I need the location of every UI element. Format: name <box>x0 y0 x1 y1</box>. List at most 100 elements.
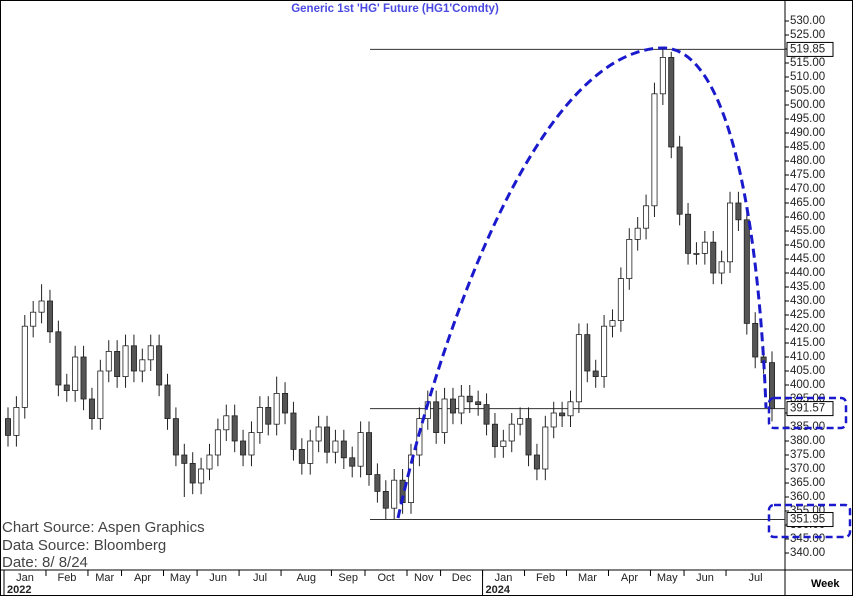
candle-body <box>114 350 121 377</box>
candle-body <box>542 426 549 470</box>
candle-body <box>63 384 70 391</box>
x-tick-label: Oct <box>377 572 394 584</box>
candle-body <box>483 404 490 425</box>
candle-body <box>181 454 188 464</box>
trend-arc <box>396 46 768 519</box>
highlight-box <box>767 503 852 539</box>
x-tick-label: Feb <box>536 572 555 584</box>
candle-body <box>206 454 213 470</box>
level-label: 519.85 <box>790 43 825 55</box>
y-tick-label: 420.00 <box>790 323 825 335</box>
x-tick-label: Sep <box>338 572 358 584</box>
level-label: 391.57 <box>790 403 825 415</box>
candle-body <box>491 423 498 448</box>
y-tick-label: 405.00 <box>790 365 825 377</box>
y-tick-label: 445.00 <box>790 253 825 265</box>
y-tick-label: 430.00 <box>790 295 825 307</box>
y-tick-label: 505.00 <box>790 85 825 97</box>
y-tick-label: 435.00 <box>790 281 825 293</box>
candle-body <box>282 392 289 414</box>
candle-body <box>584 334 591 372</box>
y-tick-label: 360.00 <box>790 491 825 503</box>
candle-body <box>357 432 364 467</box>
candle-body <box>105 350 112 372</box>
y-tick-label: 475.00 <box>790 169 825 181</box>
x-tick-label: Jan <box>495 572 513 584</box>
x-tick-label: Apr <box>621 572 638 584</box>
candle-body <box>88 398 95 420</box>
candle-body <box>500 440 507 447</box>
x-tick-label: Aug <box>296 572 316 584</box>
y-tick-label: 425.00 <box>790 309 825 321</box>
candle-body <box>265 406 272 425</box>
y-tick-label: 490.00 <box>790 127 825 139</box>
y-tick-label: 530.00 <box>790 15 825 27</box>
candle-body <box>643 205 650 229</box>
candle-body <box>676 146 683 215</box>
candle-body <box>659 57 666 95</box>
candle-body <box>97 370 104 419</box>
level-label: 351.95 <box>790 514 825 526</box>
candle-body <box>248 432 255 456</box>
x-tick-label: Mar <box>95 572 114 584</box>
x-tick-label: Jul <box>253 572 267 584</box>
candle-body <box>575 334 582 403</box>
candle-body <box>382 490 389 509</box>
candle-body <box>130 345 137 372</box>
candle-body <box>550 412 557 428</box>
candle-body <box>340 440 347 459</box>
candle-body <box>634 227 641 240</box>
candle-body <box>525 418 532 456</box>
y-tick-label: 515.00 <box>790 57 825 69</box>
candle-body <box>38 300 45 313</box>
candle-body <box>256 406 263 433</box>
x-tick-label: Jan <box>16 572 34 584</box>
year-label: 2024 <box>486 584 511 596</box>
y-tick-label: 345.00 <box>790 533 825 545</box>
x-tick-label: Dec <box>452 572 472 584</box>
candle-body <box>407 454 414 503</box>
source-text: Date: 8/ 8/24 <box>2 554 88 571</box>
y-tick-label: 510.00 <box>790 71 825 83</box>
y-tick-label: 500.00 <box>790 99 825 111</box>
candle-body <box>307 440 314 464</box>
candle-body <box>189 462 196 484</box>
candle-body <box>693 252 700 255</box>
source-text: Chart Source: Aspen Graphics <box>2 519 205 536</box>
y-tick-label: 415.00 <box>790 337 825 349</box>
candle-body <box>231 415 238 442</box>
candle-body <box>164 384 171 419</box>
candle-body <box>475 401 482 405</box>
year-label: 2022 <box>7 584 31 596</box>
candle-body <box>139 359 146 372</box>
candle-body <box>324 426 331 453</box>
candle-body <box>46 300 53 333</box>
candle-body <box>609 320 616 327</box>
candle-body <box>374 474 381 492</box>
candle-body <box>290 412 297 450</box>
y-tick-label: 375.00 <box>790 449 825 461</box>
y-tick-label: 370.00 <box>790 463 825 475</box>
candle-body <box>592 370 599 377</box>
level-label-box <box>786 41 834 57</box>
candle-body <box>710 241 717 274</box>
highlight-box <box>767 396 848 430</box>
candle-body <box>13 406 20 436</box>
period-label: Week <box>811 578 840 590</box>
y-tick-label: 410.00 <box>790 351 825 363</box>
candle-body <box>72 356 79 391</box>
candle-body <box>567 401 574 417</box>
candle-body <box>240 440 247 456</box>
candle-body <box>214 429 221 456</box>
candle-body <box>626 238 633 279</box>
candle-body <box>4 418 12 436</box>
candle-body <box>147 345 154 361</box>
y-tick-label: 380.00 <box>790 435 825 447</box>
candle-body <box>718 261 725 274</box>
x-tick-label: Jul <box>748 572 762 584</box>
y-tick-label: 465.00 <box>790 197 825 209</box>
candle-body <box>391 479 398 509</box>
candle-body <box>517 418 524 425</box>
candle-body <box>651 93 658 207</box>
